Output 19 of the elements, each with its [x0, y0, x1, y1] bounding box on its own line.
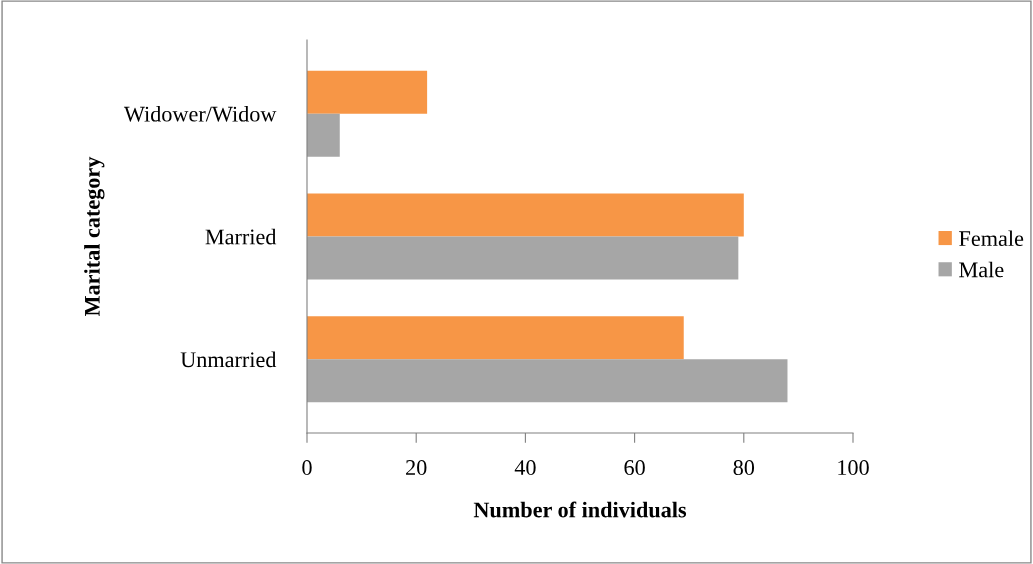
bar [307, 236, 739, 280]
bar [307, 70, 428, 114]
legend-label: Male [959, 261, 1004, 278]
x-axis-title: Number of individuals [473, 501, 687, 518]
x-tick-label: 80 [733, 460, 755, 476]
bar [307, 193, 744, 237]
y-tick-label: Married [205, 228, 277, 245]
y-tick-label: Widower/Widow [123, 105, 277, 122]
x-tick-label: 20 [406, 460, 427, 476]
x-tick-label: 40 [514, 460, 536, 476]
y-axis-title: Marital category [84, 156, 105, 317]
legend-label: Female [959, 230, 1024, 247]
bar [307, 359, 788, 403]
x-tick-label: 60 [624, 460, 645, 476]
bar [307, 113, 340, 157]
bar [307, 316, 684, 360]
x-tick-label: 0 [302, 460, 312, 476]
y-tick-label: Unmarried [180, 351, 277, 368]
x-tick-label: 100 [838, 460, 869, 476]
